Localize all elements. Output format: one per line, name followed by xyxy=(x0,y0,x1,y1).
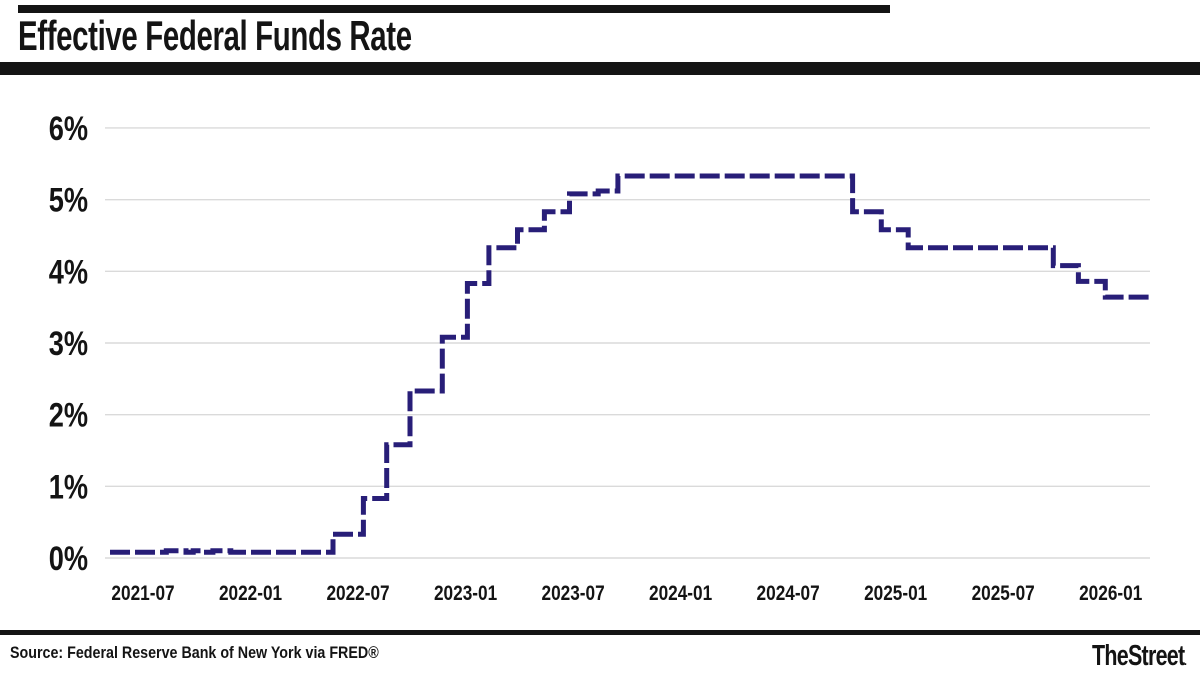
title-divider-bar xyxy=(0,62,1200,75)
y-tick-label: 6% xyxy=(49,109,88,148)
y-tick-label: 5% xyxy=(49,181,88,220)
y-tick-label: 1% xyxy=(49,467,88,506)
x-tick-label: 2025-07 xyxy=(972,583,1035,606)
brand-dot: . xyxy=(1184,654,1187,668)
y-tick-label: 0% xyxy=(49,539,88,578)
y-tick-label: 3% xyxy=(49,324,88,363)
gridlines xyxy=(105,127,1150,559)
brand-logo: TheStreet. xyxy=(1091,640,1187,673)
x-tick-label: 2023-01 xyxy=(434,583,497,606)
y-axis-labels: 0% 1% 2% 3% 4% 5% 6% xyxy=(49,109,88,578)
x-tick-label: 2025-01 xyxy=(864,583,927,606)
brand-name: TheStreet xyxy=(1091,640,1185,672)
x-tick-label: 2024-07 xyxy=(757,583,820,606)
top-accent-bar xyxy=(18,5,890,13)
rate-line xyxy=(110,173,1151,555)
x-tick-label: 2024-01 xyxy=(649,583,712,606)
x-tick-label: 2026-01 xyxy=(1079,583,1142,606)
y-tick-label: 4% xyxy=(49,252,88,291)
x-tick-label: 2022-07 xyxy=(326,583,389,606)
x-tick-label: 2022-01 xyxy=(219,583,282,606)
x-axis-labels: 2021-07 2022-01 2022-07 2023-01 2023-07 2024-… xyxy=(111,583,1142,606)
footer-divider-bar xyxy=(0,630,1200,635)
x-tick-label: 2021-07 xyxy=(111,583,174,606)
y-tick-label: 2% xyxy=(49,396,88,435)
footer: Source: Federal Reserve Bank of New York… xyxy=(0,640,1200,675)
page-title: Effective Federal Funds Rate xyxy=(18,12,412,59)
source-text: Source: Federal Reserve Bank of New York… xyxy=(10,643,379,662)
rate-chart: 0% 1% 2% 3% 4% 5% 6% 2021-07 2022-01 2022-07 2023-… xyxy=(49,109,1151,606)
chart-area: 0% 1% 2% 3% 4% 5% 6% 2021-07 2022-01 2022-07 2023-… xyxy=(0,75,1200,630)
x-tick-label: 2023-07 xyxy=(542,583,605,606)
